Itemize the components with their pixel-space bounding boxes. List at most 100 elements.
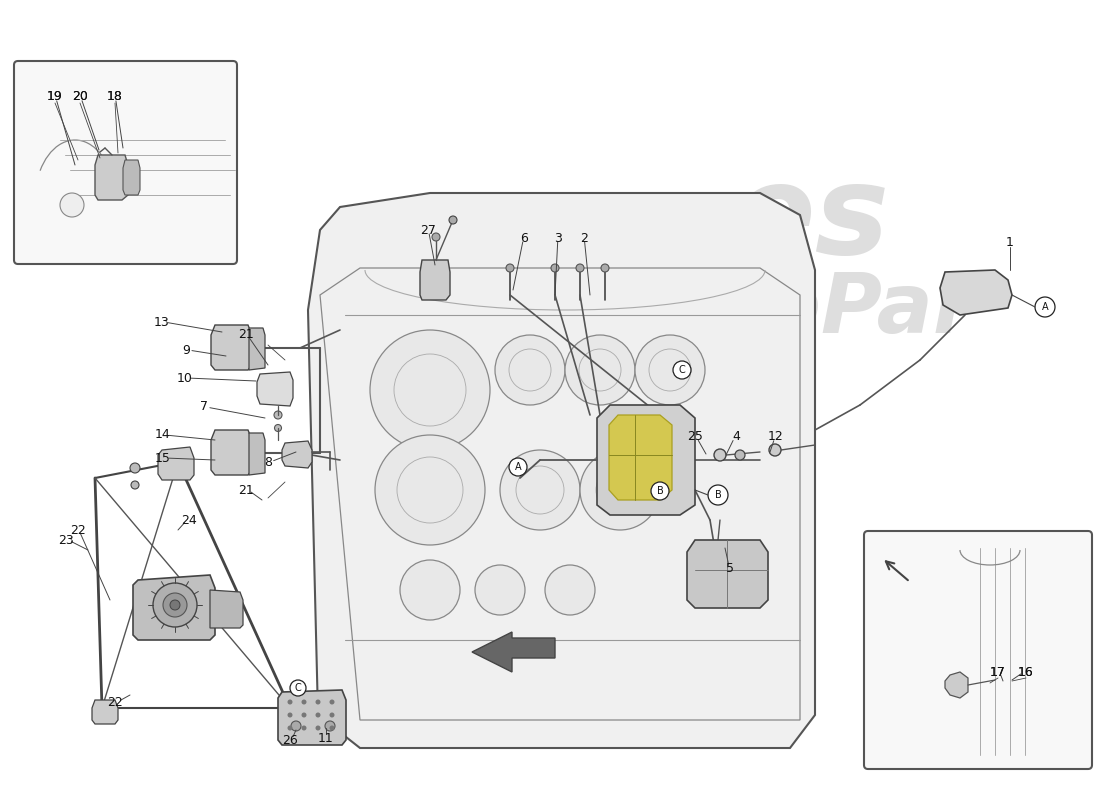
Text: 21: 21 (238, 329, 254, 342)
Text: 6: 6 (520, 231, 528, 245)
Text: euAutoPar: euAutoPar (485, 270, 975, 350)
Text: 17: 17 (990, 666, 1005, 678)
Circle shape (131, 481, 139, 489)
Circle shape (330, 699, 334, 705)
Polygon shape (282, 441, 312, 468)
Circle shape (170, 600, 180, 610)
Circle shape (576, 264, 584, 272)
Circle shape (330, 713, 334, 718)
Text: 22: 22 (70, 523, 86, 537)
Text: 23: 23 (58, 534, 74, 546)
Circle shape (274, 411, 282, 419)
Text: 10: 10 (177, 371, 192, 385)
Circle shape (544, 565, 595, 615)
Text: C: C (679, 365, 685, 375)
Text: es: es (730, 159, 890, 281)
Text: A: A (515, 462, 521, 472)
Text: 17: 17 (990, 666, 1005, 678)
Text: 25: 25 (688, 430, 703, 443)
Polygon shape (123, 160, 140, 195)
Text: 18: 18 (107, 90, 123, 103)
Text: B: B (715, 490, 722, 500)
Text: 19: 19 (47, 90, 63, 103)
Text: 4: 4 (733, 430, 740, 443)
Text: 1: 1 (1006, 237, 1014, 250)
Polygon shape (420, 260, 450, 300)
Text: 12: 12 (768, 430, 784, 443)
Circle shape (316, 726, 320, 730)
Circle shape (580, 450, 660, 530)
Polygon shape (308, 193, 815, 748)
Polygon shape (688, 540, 768, 608)
Polygon shape (597, 405, 695, 515)
Circle shape (509, 458, 527, 476)
Text: B: B (657, 486, 663, 496)
Text: 27: 27 (420, 223, 436, 237)
Polygon shape (133, 575, 214, 640)
Polygon shape (278, 690, 346, 745)
Text: 5: 5 (726, 562, 734, 574)
Text: 18: 18 (107, 90, 123, 103)
Text: 15: 15 (155, 451, 170, 465)
Circle shape (506, 264, 514, 272)
Circle shape (163, 593, 187, 617)
Text: 16: 16 (1019, 666, 1034, 678)
Circle shape (635, 335, 705, 405)
Circle shape (769, 444, 781, 456)
Text: a passion for: a passion for (582, 466, 779, 494)
Text: 11: 11 (318, 731, 334, 745)
Text: 14: 14 (155, 429, 170, 442)
FancyBboxPatch shape (864, 531, 1092, 769)
Circle shape (601, 264, 609, 272)
Text: A: A (1042, 302, 1048, 312)
Text: since 1985: since 1985 (596, 495, 763, 525)
Circle shape (1035, 297, 1055, 317)
Circle shape (153, 583, 197, 627)
Circle shape (400, 560, 460, 620)
Text: 26: 26 (282, 734, 298, 746)
Text: 2: 2 (580, 231, 587, 245)
Circle shape (565, 335, 635, 405)
Polygon shape (940, 270, 1012, 315)
Text: 8: 8 (264, 455, 272, 469)
Circle shape (651, 482, 669, 500)
Circle shape (708, 485, 728, 505)
Polygon shape (211, 430, 252, 475)
Polygon shape (257, 372, 293, 406)
Text: 16: 16 (1019, 666, 1034, 678)
Text: 7: 7 (200, 401, 208, 414)
Text: 19: 19 (47, 90, 63, 103)
Text: 24: 24 (182, 514, 197, 526)
Polygon shape (945, 672, 968, 698)
Text: 9: 9 (183, 343, 190, 357)
Circle shape (275, 425, 282, 431)
Circle shape (375, 435, 485, 545)
Polygon shape (95, 155, 128, 200)
Polygon shape (472, 632, 556, 672)
Circle shape (551, 264, 559, 272)
Polygon shape (92, 700, 118, 724)
Circle shape (432, 233, 440, 241)
Circle shape (130, 463, 140, 473)
Text: 22: 22 (107, 695, 123, 709)
Text: 21: 21 (238, 483, 254, 497)
Circle shape (495, 335, 565, 405)
Text: 20: 20 (73, 90, 88, 103)
Circle shape (301, 713, 307, 718)
Text: 3: 3 (554, 231, 562, 245)
Circle shape (287, 726, 293, 730)
Text: 20: 20 (73, 90, 88, 103)
Circle shape (290, 680, 306, 696)
Circle shape (301, 726, 307, 730)
Circle shape (475, 565, 525, 615)
Polygon shape (249, 328, 265, 370)
Polygon shape (210, 590, 243, 628)
Circle shape (370, 330, 490, 450)
Circle shape (301, 699, 307, 705)
Circle shape (287, 713, 293, 718)
Polygon shape (609, 415, 672, 500)
Polygon shape (158, 447, 194, 480)
Circle shape (60, 193, 84, 217)
FancyBboxPatch shape (14, 61, 236, 264)
Circle shape (500, 450, 580, 530)
